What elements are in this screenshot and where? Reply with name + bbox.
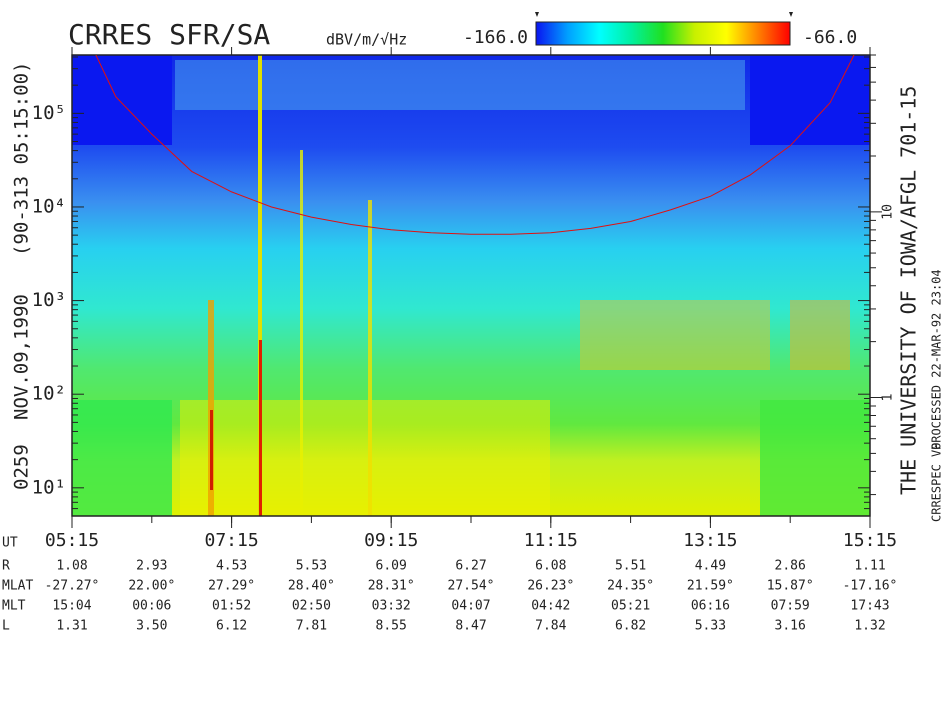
y-tick-label: 10⁵ <box>32 102 66 124</box>
ephemeris-value: 15:04 <box>52 599 91 614</box>
ephemeris-value: 00:06 <box>132 599 171 614</box>
ephemeris-value: -27.27° <box>45 579 100 594</box>
ephemeris-value: 6.08 <box>535 559 566 574</box>
ephemeris-value: 26.23° <box>527 579 574 594</box>
ephemeris-value: 6.27 <box>455 559 486 574</box>
ephemeris-value: 28.31° <box>368 579 415 594</box>
ephemeris-value: 22.00° <box>128 579 175 594</box>
ephemeris-value: 21.59° <box>687 579 734 594</box>
ephemeris-value: 28.40° <box>288 579 335 594</box>
left-label: 0259 <box>11 444 33 490</box>
ephemeris-value: 4.49 <box>695 559 726 574</box>
ephemeris-value: 7.84 <box>535 619 566 634</box>
y-tick-label: 10² <box>32 383 66 405</box>
y-tick-label: 10³ <box>32 289 66 311</box>
ephemeris-value: 3.16 <box>775 619 806 634</box>
x-tick-label: 11:15 <box>524 530 578 551</box>
ephemeris-value: 15.87° <box>767 579 814 594</box>
ephemeris-value: 03:32 <box>372 599 411 614</box>
colorbar-label: dBV/m/√Hz <box>326 31 407 49</box>
chart-title: CRRES SFR/SA <box>68 18 270 51</box>
ephemeris-value: 6.12 <box>216 619 247 634</box>
ephemeris-value: 8.55 <box>376 619 407 634</box>
ephemeris-value: 8.47 <box>455 619 486 634</box>
left-label: NOV.09,1990 <box>11 294 33 420</box>
x-tick-label: 09:15 <box>364 530 418 551</box>
colorbar <box>535 21 791 46</box>
ephemeris-value: 5.33 <box>695 619 726 634</box>
x-tick-label: 07:15 <box>205 530 259 551</box>
y-tick-label: 10¹ <box>32 476 66 498</box>
spectrogram <box>72 55 870 516</box>
y-tick-label: 10⁴ <box>32 195 66 217</box>
ephemeris-value: 5.51 <box>615 559 646 574</box>
ephemeris-value: 27.29° <box>208 579 255 594</box>
ephemeris-value: 02:50 <box>292 599 331 614</box>
ephemeris-value: 04:07 <box>451 599 490 614</box>
ephemeris-value: 01:52 <box>212 599 251 614</box>
gyrofrequency-curve <box>95 55 855 235</box>
curve-group <box>95 55 855 235</box>
ephemeris-value: 24.35° <box>607 579 654 594</box>
ephemeris-value: 5.53 <box>296 559 327 574</box>
colorbar-min-label: -166.0 <box>463 27 528 48</box>
ephemeris-label: R <box>2 559 10 574</box>
ephemeris-label: L <box>2 619 10 634</box>
ephemeris-value: 7.81 <box>296 619 327 634</box>
institution-label: THE UNIVERSITY OF IOWA/AFGL 701-15 <box>897 86 921 495</box>
ephemeris-label: MLT <box>2 599 26 614</box>
ephemeris-value: 2.86 <box>775 559 806 574</box>
y2-tick-label: 1 <box>881 394 896 402</box>
ephemeris-value: 6.09 <box>376 559 407 574</box>
ephemeris-label: UT <box>2 536 18 551</box>
ephemeris-value: 4.53 <box>216 559 247 574</box>
ephemeris-value: 1.32 <box>854 619 885 634</box>
version-label: CRRESPEC V0 <box>930 443 944 522</box>
colorbar-min-marker <box>535 12 539 17</box>
colorbar-max-label: -66.0 <box>803 27 857 48</box>
ephemeris-value: 1.11 <box>854 559 885 574</box>
y2-tick-label: 10 <box>881 204 896 220</box>
ephemeris-value: 27.54° <box>448 579 495 594</box>
processed-label: PROCESSED 22-MAR-92 23:04 <box>930 269 944 450</box>
ephemeris-value: 04:42 <box>531 599 570 614</box>
ephemeris-value: 06:16 <box>691 599 730 614</box>
ephemeris-value: 1.08 <box>56 559 87 574</box>
x-tick-label: 13:15 <box>683 530 737 551</box>
ephemeris-value: 17:43 <box>850 599 889 614</box>
left-label: (90-313 05:15:00) <box>11 62 33 256</box>
colorbar-max-marker <box>789 12 793 17</box>
ephemeris-value: 1.31 <box>56 619 87 634</box>
ephemeris-label: MLAT <box>2 579 33 594</box>
ephemeris-value: 6.82 <box>615 619 646 634</box>
x-tick-label: 05:15 <box>45 530 99 551</box>
ephemeris-value: 07:59 <box>771 599 810 614</box>
ephemeris-value: 2.93 <box>136 559 167 574</box>
ephemeris-value: 3.50 <box>136 619 167 634</box>
ephemeris-value: 05:21 <box>611 599 650 614</box>
x-tick-label: 15:15 <box>843 530 897 551</box>
ephemeris-value: -17.16° <box>843 579 898 594</box>
